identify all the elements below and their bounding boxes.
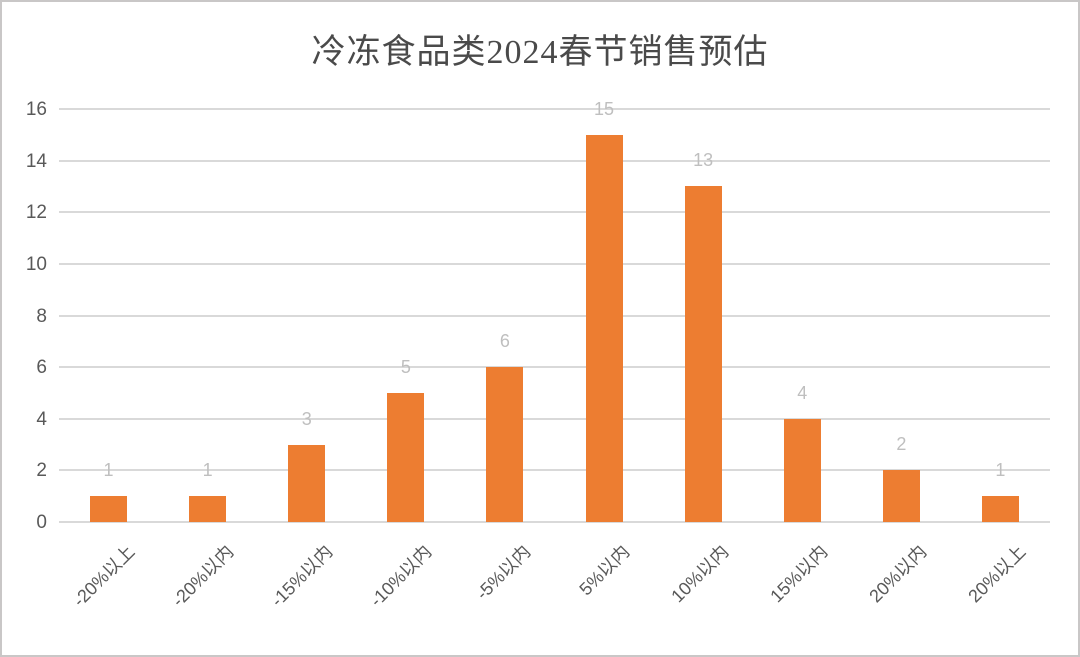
bar (90, 496, 128, 522)
bar (189, 496, 227, 522)
y-tick-label: 16 (25, 99, 47, 120)
x-category-label: 15%以内 (766, 541, 832, 607)
y-tick-label: 6 (36, 357, 47, 379)
gridline (59, 521, 1050, 523)
plot-area: 1 1 3 5 6 15 13 4 2 1 (59, 100, 1050, 523)
bar-data-label: 6 (499, 331, 510, 352)
y-tick-label: 8 (36, 305, 47, 327)
bar (387, 392, 425, 522)
bar-data-label: 1 (202, 460, 213, 481)
gridline (59, 262, 1050, 265)
bar-data-label: 13 (693, 150, 714, 171)
y-tick-label: 10 (25, 253, 47, 275)
x-category-label: 10%以内 (667, 541, 733, 607)
x-category-label: -20%以上 (68, 541, 138, 611)
x-category-label: -15%以内 (266, 541, 337, 611)
bar-data-label: 3 (301, 408, 312, 429)
bar (684, 186, 722, 522)
gridline (59, 314, 1050, 317)
chart-title: 冷冻食品类2024春节销售预估 (311, 34, 769, 71)
y-tick-label: 2 (36, 460, 47, 482)
bar-data-label: 15 (594, 98, 615, 119)
gridline (59, 108, 1050, 110)
x-category-label: -10%以内 (365, 541, 436, 611)
gridline (59, 211, 1050, 214)
gridline (59, 469, 1050, 472)
y-tick-label: 0 (36, 512, 47, 533)
bar (585, 134, 623, 522)
x-category-label: -5%以内 (472, 541, 535, 604)
bar-data-label: 5 (400, 356, 411, 377)
y-tick-label: 12 (25, 202, 47, 224)
bar (486, 367, 524, 522)
gridline (59, 159, 1050, 162)
bar-data-label: 4 (797, 382, 808, 403)
x-category-label: 20%以上 (964, 541, 1030, 607)
bar-data-label: 1 (103, 460, 114, 481)
bar (882, 470, 920, 522)
y-tick-label: 14 (25, 150, 47, 172)
bar-data-label: 2 (896, 434, 907, 455)
x-category-label: 20%以内 (865, 541, 931, 607)
bar (783, 418, 821, 522)
bar-data-label: 1 (995, 460, 1006, 481)
bar (981, 496, 1019, 522)
x-category-label: 5%以内 (575, 541, 634, 600)
gridline (59, 417, 1050, 420)
gridline (59, 366, 1050, 369)
y-tick-label: 4 (36, 408, 47, 430)
bar (288, 444, 326, 522)
x-category-label: -20%以内 (167, 541, 238, 611)
